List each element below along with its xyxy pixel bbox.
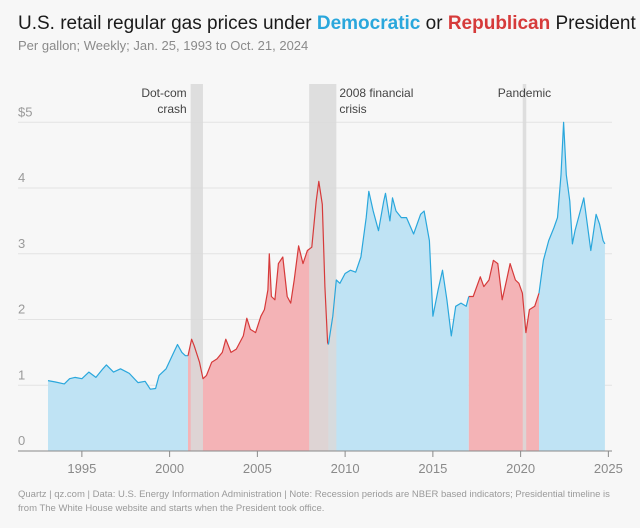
democratic-area bbox=[539, 122, 605, 452]
label-layer: Dot-com crash 2008 financial crisis Pandemic bbox=[141, 86, 551, 116]
axis-layer: 0 1 2 3 4 $5 1995 2000 2005 2010 2015 2020 2025 bbox=[18, 104, 623, 476]
x-tick-label: 2025 bbox=[594, 461, 623, 476]
x-tick-label: 2005 bbox=[243, 461, 272, 476]
recession-label: 2008 financial bbox=[339, 86, 413, 100]
recession-band bbox=[190, 84, 203, 451]
recession-label: Pandemic bbox=[498, 86, 551, 100]
x-tick-label: 2010 bbox=[331, 461, 360, 476]
x-tick-label: 1995 bbox=[67, 461, 96, 476]
title-suffix: President bbox=[550, 13, 636, 34]
recession-label: crisis bbox=[339, 102, 366, 116]
democratic-price-line bbox=[327, 190, 470, 345]
x-tick-label: 2015 bbox=[418, 461, 447, 476]
y-tick-label: 1 bbox=[18, 367, 25, 382]
republican-area bbox=[468, 260, 539, 451]
source-footer: Quartz | qz.com | Data: U.S. Energy Info… bbox=[18, 489, 610, 514]
democratic-price-line bbox=[538, 121, 606, 294]
recession-label: Dot-com bbox=[141, 86, 186, 100]
republican-area bbox=[188, 181, 329, 451]
republican-price-line bbox=[468, 259, 540, 334]
republican-price-line bbox=[187, 180, 329, 380]
title-connector: or bbox=[420, 13, 448, 34]
title-democratic: Democratic bbox=[316, 13, 421, 34]
recession-band bbox=[309, 84, 337, 451]
democratic-area bbox=[328, 191, 469, 452]
y-tick-label: $5 bbox=[18, 104, 32, 119]
title-prefix: U.S. retail regular gas prices under bbox=[18, 13, 317, 34]
y-tick-label: 4 bbox=[18, 170, 25, 185]
chart-subtitle: Per gallon; Weekly; Jan. 25, 1993 to Oct… bbox=[18, 38, 309, 53]
democratic-area bbox=[48, 344, 188, 451]
line-layer bbox=[47, 121, 606, 390]
chart-title: U.S. retail regular gas prices under Dem… bbox=[18, 12, 636, 36]
y-tick-label: 3 bbox=[18, 236, 25, 251]
recession-layer bbox=[190, 84, 527, 451]
title-republican: Republican bbox=[447, 13, 551, 34]
recession-label: crash bbox=[157, 102, 186, 116]
gas-price-chart: 0 1 2 3 4 $5 1995 2000 2005 2010 2015 2020 2025 Dot-… bbox=[18, 84, 623, 476]
x-tick-label: 2000 bbox=[155, 461, 184, 476]
y-tick-label: 0 bbox=[18, 433, 25, 448]
fill-layer bbox=[48, 122, 605, 452]
y-tick-label: 2 bbox=[18, 302, 25, 317]
recession-band bbox=[522, 84, 527, 451]
democratic-price-line bbox=[47, 343, 188, 390]
x-tick-label: 2020 bbox=[506, 461, 535, 476]
